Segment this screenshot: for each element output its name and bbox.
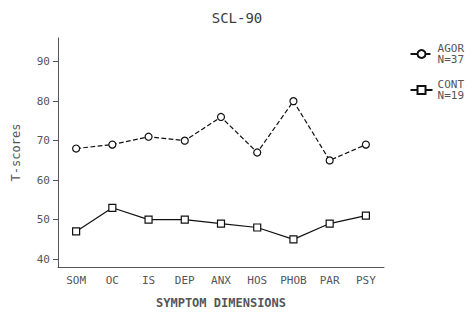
svg-text:SOM: SOM: [66, 274, 86, 287]
svg-text:40: 40: [37, 253, 50, 266]
svg-text:T-scores: T-scores: [9, 124, 23, 182]
svg-text:70: 70: [37, 134, 50, 147]
svg-text:90: 90: [37, 55, 50, 68]
svg-text:SCL-90: SCL-90: [212, 10, 263, 26]
svg-text:DEP: DEP: [175, 274, 195, 287]
svg-text:IS: IS: [142, 274, 155, 287]
svg-text:80: 80: [37, 95, 50, 108]
svg-text:ANX: ANX: [211, 274, 231, 287]
svg-text:OC: OC: [106, 274, 119, 287]
svg-text:CONT: CONT: [437, 78, 464, 91]
svg-text:N=37: N=37: [438, 53, 465, 66]
svg-text:PAR: PAR: [320, 274, 340, 287]
svg-text:60: 60: [37, 174, 50, 187]
svg-text:SYMPTOM DIMENSIONS: SYMPTOM DIMENSIONS: [156, 296, 286, 310]
svg-text:N=19: N=19: [438, 89, 465, 102]
svg-text:HOS: HOS: [247, 274, 267, 287]
svg-text:AGOR: AGOR: [437, 42, 464, 55]
svg-text:PSY: PSY: [356, 274, 376, 287]
svg-text:50: 50: [37, 213, 50, 226]
svg-text:PHOB: PHOB: [280, 274, 307, 287]
